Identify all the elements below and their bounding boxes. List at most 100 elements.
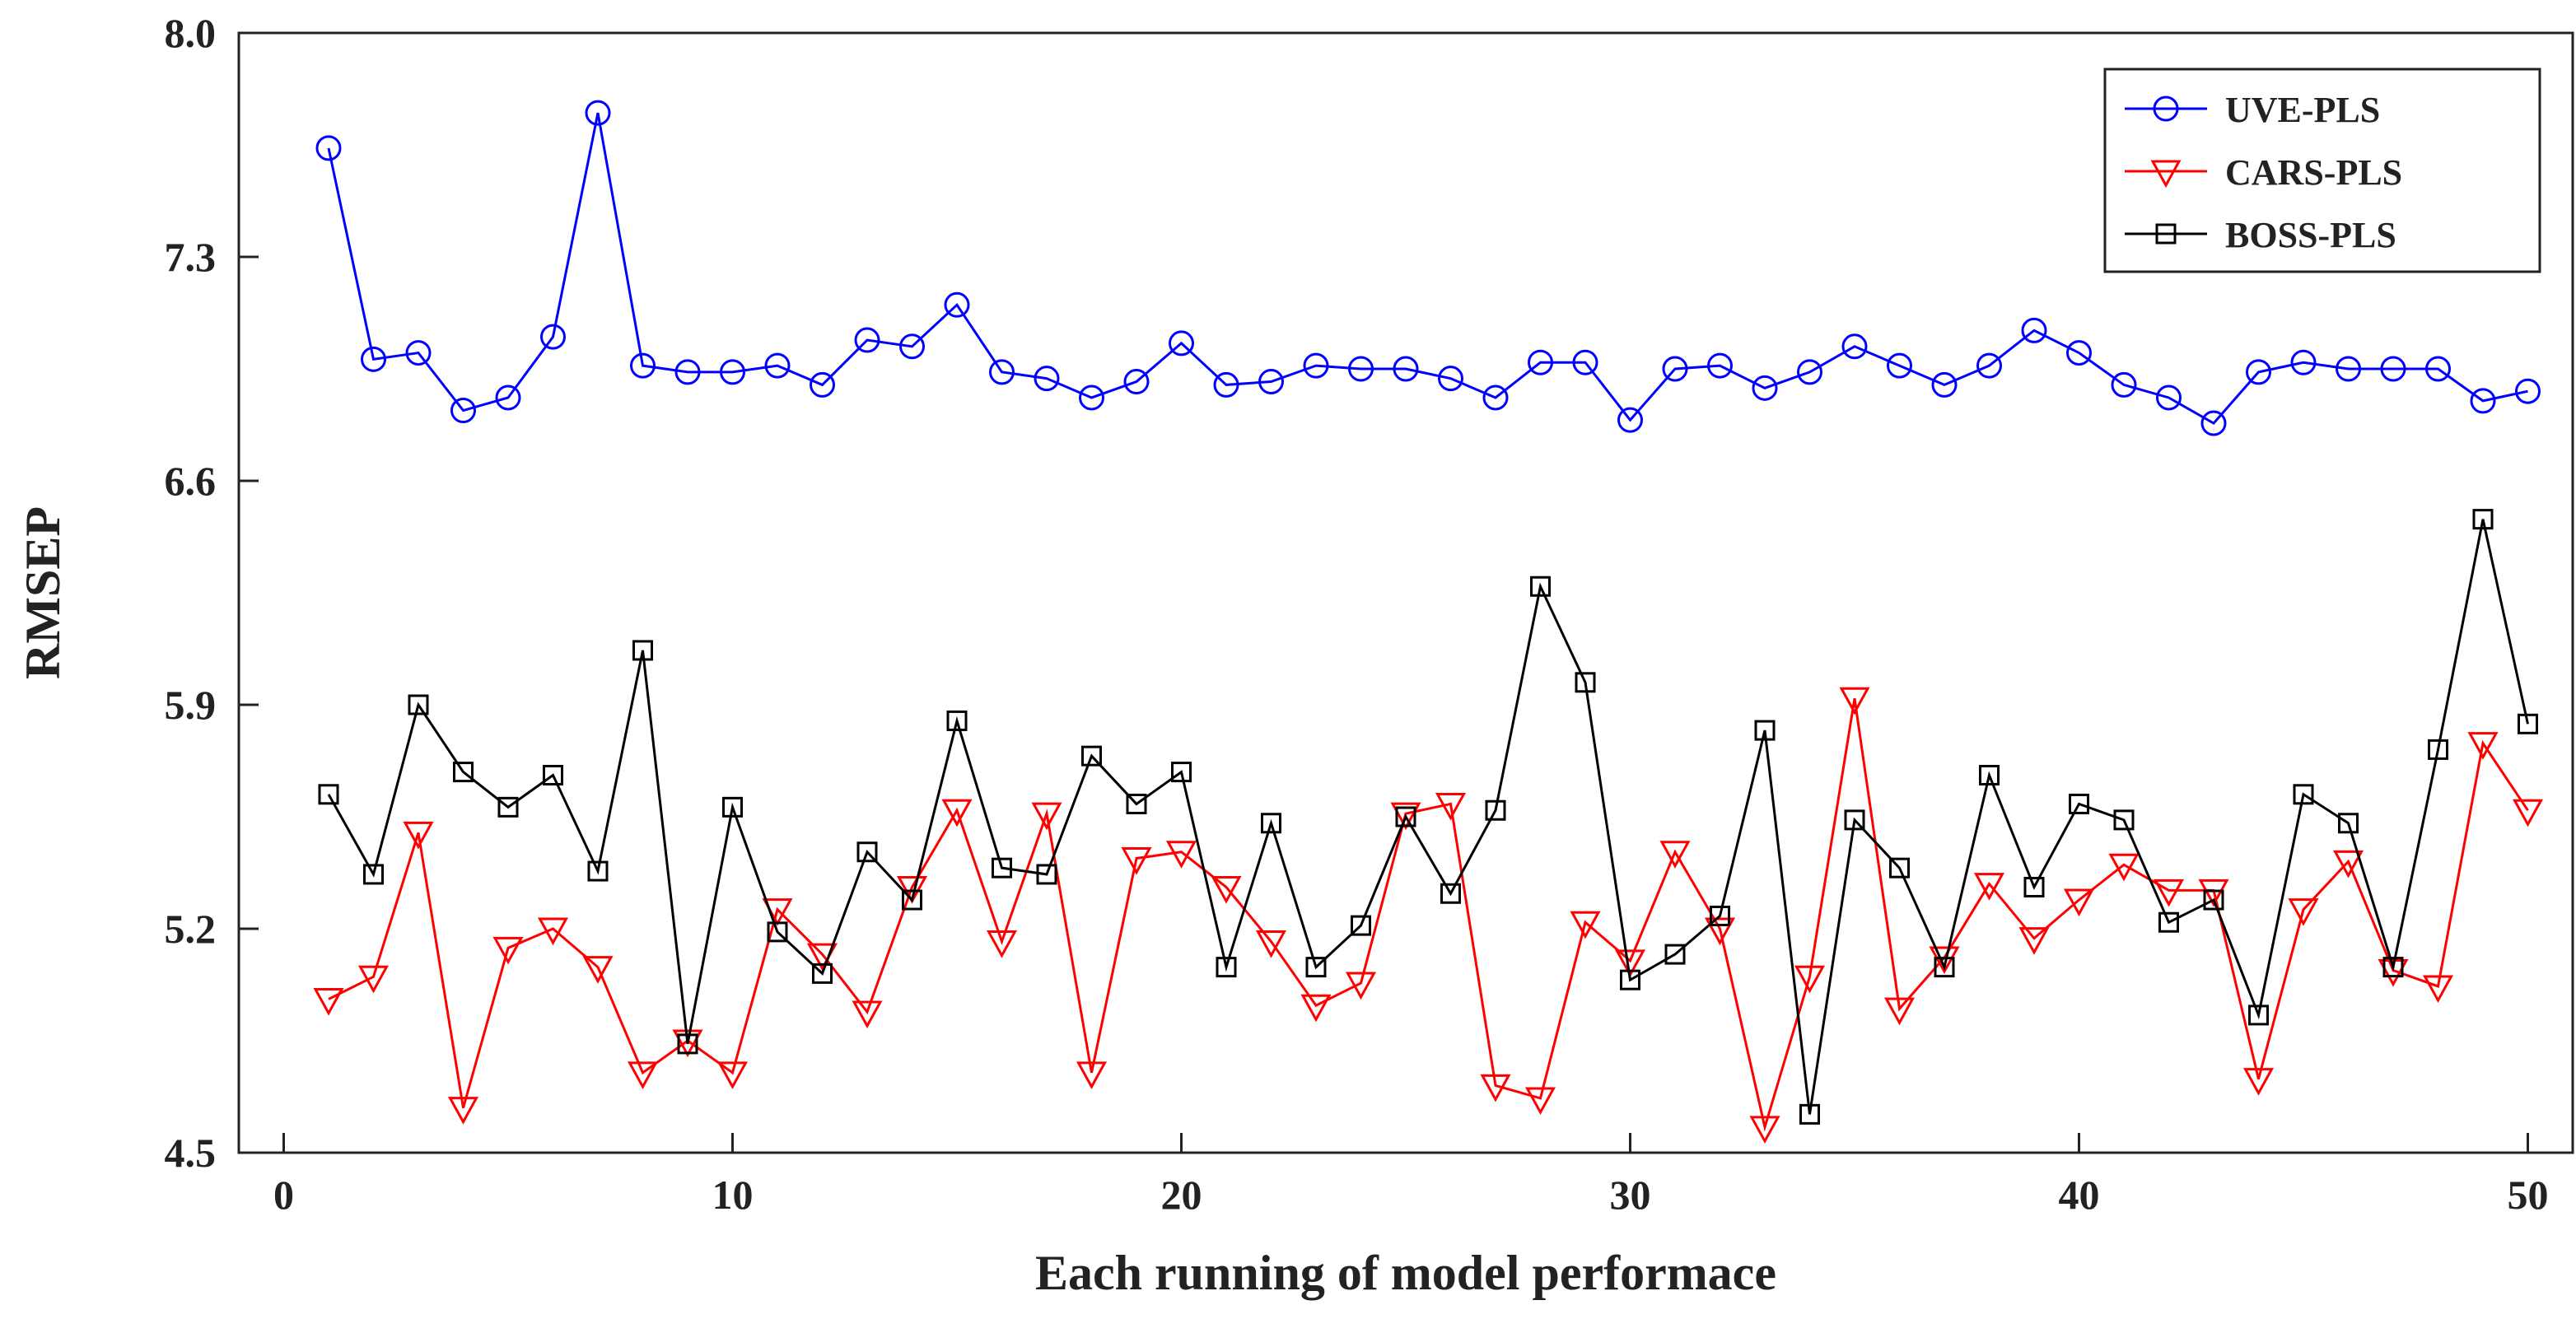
data-point-boss-pls-39 [2023, 876, 2045, 897]
data-point-boss-pls-10 [722, 796, 743, 818]
data-point-boss-pls-17 [1036, 864, 1057, 885]
data-point-cars-pls-34 [1794, 965, 1826, 994]
data-point-boss-pls-2 [363, 864, 384, 885]
data-point-boss-pls-45 [2293, 784, 2314, 805]
data-point-uve-pls-25 [1393, 356, 1419, 382]
data-point-boss-pls-26 [1440, 883, 1461, 904]
data-point-uve-pls-29 [1572, 349, 1598, 375]
data-point-uve-pls-1 [315, 135, 342, 161]
data-point-uve-pls-41 [2111, 371, 2137, 398]
data-point-boss-pls-4 [453, 762, 474, 783]
data-point-boss-pls-48 [2428, 739, 2448, 760]
data-point-uve-pls-15 [944, 291, 970, 318]
data-point-cars-pls-32 [1704, 917, 1736, 946]
data-point-boss-pls-30 [1620, 969, 1640, 990]
y-tick-label: 5.2 [165, 906, 217, 952]
data-point-uve-pls-24 [1348, 356, 1374, 382]
data-point-cars-pls-3 [403, 821, 434, 850]
data-point-boss-pls-6 [543, 764, 563, 785]
y-tick-label: 7.3 [165, 234, 217, 280]
data-point-boss-pls-21 [1216, 957, 1237, 978]
data-point-uve-pls-5 [495, 385, 521, 411]
data-point-uve-pls-33 [1752, 375, 1778, 401]
series-uve-pls [315, 100, 2541, 436]
y-tick-label: 8.0 [165, 10, 217, 56]
data-point-cars-pls-23 [1300, 994, 1332, 1023]
data-point-boss-pls-33 [1754, 720, 1776, 741]
data-point-boss-pls-49 [2472, 509, 2494, 530]
data-point-cars-pls-10 [716, 1061, 749, 1089]
data-point-uve-pls-27 [1482, 385, 1509, 411]
data-point-cars-pls-1 [313, 987, 344, 1016]
data-point-uve-pls-2 [361, 346, 386, 372]
data-point-uve-pls-17 [1034, 366, 1060, 392]
data-point-uve-pls-18 [1079, 385, 1104, 411]
x-tick-label: 20 [1161, 1172, 1202, 1218]
data-point-uve-pls-38 [1976, 352, 2002, 379]
data-point-cars-pls-45 [2288, 898, 2319, 926]
data-point-boss-pls-13 [856, 841, 878, 863]
data-point-cars-pls-2 [357, 965, 390, 994]
y-tick-label: 6.6 [165, 458, 217, 504]
data-point-cars-pls-40 [2063, 888, 2095, 917]
data-point-cars-pls-50 [2512, 799, 2544, 827]
data-point-boss-pls-20 [1171, 762, 1192, 783]
data-point-cars-pls-49 [2467, 732, 2499, 760]
data-point-boss-pls-7 [587, 860, 609, 882]
data-point-boss-pls-3 [408, 694, 429, 715]
data-point-boss-pls-1 [318, 784, 339, 805]
data-point-cars-pls-48 [2422, 975, 2454, 1004]
data-point-uve-pls-39 [2021, 317, 2047, 343]
data-point-uve-pls-50 [2515, 378, 2541, 404]
data-point-uve-pls-6 [540, 324, 566, 350]
data-point-uve-pls-16 [989, 359, 1015, 385]
data-point-cars-pls-6 [537, 917, 569, 946]
data-point-uve-pls-32 [1707, 352, 1733, 379]
data-point-uve-pls-36 [1887, 352, 1912, 379]
data-point-boss-pls-27 [1485, 799, 1506, 821]
series-layer [313, 100, 2544, 1144]
data-point-uve-pls-3 [405, 340, 432, 366]
data-point-boss-pls-34 [1799, 1103, 1820, 1125]
data-point-uve-pls-13 [854, 327, 880, 353]
data-point-uve-pls-20 [1169, 330, 1194, 357]
data-point-uve-pls-14 [899, 333, 925, 360]
data-point-boss-pls-46 [2338, 813, 2359, 834]
legend-marker [2155, 223, 2177, 245]
data-point-uve-pls-35 [1841, 333, 1868, 360]
data-point-boss-pls-24 [1351, 915, 1371, 936]
y-axis-label: RMSEP [16, 506, 70, 679]
data-point-cars-pls-19 [1121, 847, 1152, 875]
data-point-boss-pls-42 [2158, 911, 2179, 933]
plot-frame [237, 31, 2574, 1154]
series-line-uve-pls [327, 112, 2528, 425]
data-point-cars-pls-31 [1659, 841, 1691, 869]
data-point-boss-pls-9 [677, 1033, 698, 1055]
data-point-cars-pls-5 [492, 936, 524, 965]
y-tick-label: 5.9 [165, 682, 217, 728]
data-point-boss-pls-35 [1844, 809, 1865, 831]
data-point-uve-pls-19 [1123, 369, 1150, 395]
data-point-cars-pls-46 [2332, 850, 2364, 879]
data-point-uve-pls-37 [1931, 371, 1958, 398]
data-point-boss-pls-28 [1530, 576, 1551, 597]
data-point-boss-pls-15 [946, 710, 968, 731]
data-point-cars-pls-18 [1076, 1061, 1108, 1089]
data-point-boss-pls-37 [1934, 957, 1955, 978]
x-tick-label: 30 [1610, 1172, 1651, 1218]
data-point-uve-pls-28 [1528, 349, 1553, 375]
data-point-boss-pls-23 [1305, 957, 1327, 978]
data-point-cars-pls-8 [627, 1061, 659, 1089]
data-point-cars-pls-13 [852, 1000, 883, 1029]
data-point-cars-pls-47 [2378, 959, 2409, 987]
data-point-cars-pls-26 [1435, 792, 1467, 821]
data-point-uve-pls-31 [1662, 356, 1688, 382]
legend-label: UVE-PLS [2225, 90, 2380, 130]
data-point-cars-pls-16 [986, 930, 1018, 958]
data-point-boss-pls-41 [2113, 809, 2135, 831]
data-point-boss-pls-19 [1126, 793, 1147, 814]
data-point-cars-pls-35 [1839, 687, 1870, 715]
data-point-boss-pls-29 [1575, 672, 1596, 693]
